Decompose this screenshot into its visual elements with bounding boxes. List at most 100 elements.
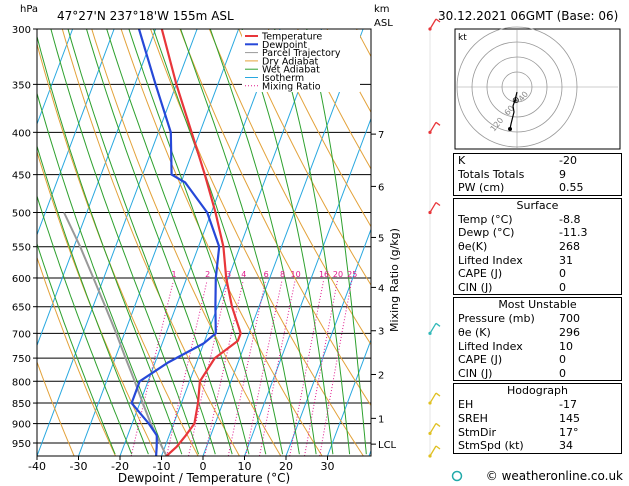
index-row: PW (cm) 0.55	[454, 181, 621, 195]
mixing-ratio-line	[319, 280, 353, 456]
wet-adiabat-line	[67, 29, 216, 455]
pressure-tick-label: 650	[12, 303, 31, 314]
isotherm-line	[202, 29, 364, 456]
wind-barb	[429, 322, 437, 334]
mixing-ratio-label: 25	[347, 270, 357, 279]
x-axis-label: Dewpoint / Temperature (°C)	[118, 471, 290, 485]
surface-row: CAPE (J) 0	[454, 267, 621, 281]
most-unstable-value: 296	[559, 325, 580, 339]
dry-adiabat-line	[37, 256, 116, 456]
hodograph-stat-row: StmSpd (kt) 34	[454, 439, 621, 453]
isotherm-line	[285, 227, 371, 456]
isotherm-line	[244, 117, 371, 456]
pressure-tick-label: 350	[12, 80, 31, 91]
temp-tick-label: -40	[28, 460, 46, 473]
mixing-ratio-line	[289, 280, 324, 456]
pressure-tick-label: 750	[12, 354, 31, 365]
pressure-tick-label: 500	[12, 208, 31, 219]
pressure-tick-label: 800	[12, 377, 31, 388]
datetime-title: 30.12.2021 06GMT (Base: 06)	[438, 9, 618, 23]
legend-item: Temperature	[261, 32, 322, 43]
hodograph-stats-title: Hodograph	[507, 384, 568, 398]
hodograph-kt-label: kt	[458, 33, 467, 43]
mixing-ratio-label: 6	[264, 270, 269, 279]
wind-barb-flag	[435, 201, 441, 206]
hodograph-stat-value: 17°	[559, 425, 579, 439]
wind-barb	[429, 445, 437, 457]
isotherm-line	[119, 29, 281, 456]
indices-panel: K -20 Totals Totals 9 PW (cm) 0.55 Surface Te…	[453, 153, 622, 454]
wet-adiabat-line	[106, 29, 250, 455]
wind-barb-dot	[428, 431, 432, 436]
surface-row: Lifted Index 31	[454, 254, 621, 268]
plot-frame	[36, 28, 372, 457]
wet-adiabat-line	[306, 29, 367, 455]
surface-label: θe(K)	[458, 239, 488, 253]
wind-barb-dot	[428, 130, 432, 134]
mixing-ratio-line	[188, 280, 229, 456]
legend-item: Parcel Trajectory	[262, 48, 341, 59]
isotherm-line	[327, 338, 371, 456]
temperature-line	[160, 29, 242, 456]
dry-adiabat-line	[238, 29, 371, 286]
surface-row: Dewp (°C) -11.3	[454, 226, 621, 240]
mixing-ratio-label: 4	[241, 270, 246, 279]
wet-adiabat-line	[37, 91, 166, 455]
pressure-tick-label: 950	[12, 439, 31, 450]
wet-adiabat-line	[37, 194, 133, 455]
dry-adiabat-line	[208, 29, 371, 346]
mixing-ratio-label: 2	[205, 270, 210, 279]
hpa-label: hPa	[20, 4, 38, 15]
hodograph-stat-value: 34	[559, 439, 573, 453]
wind-barb	[429, 121, 437, 133]
most-unstable-row: CIN (J) 0	[454, 367, 621, 381]
surface-row: θe(K) 268	[454, 240, 621, 254]
altitude-tick-label: 3	[378, 327, 384, 338]
wind-barb	[429, 392, 437, 404]
index-value: -20	[559, 154, 577, 167]
wind-barb-dot	[428, 401, 432, 405]
temp-tick-label: -20	[111, 460, 129, 473]
wet-adiabat-line	[37, 242, 116, 455]
altitude-tick-label: 5	[378, 233, 384, 244]
wind-barb-flag	[435, 18, 441, 23]
pressure-tick-label: 850	[12, 399, 31, 410]
asl-label: ASL	[374, 18, 393, 29]
mixing-ratio-line	[304, 280, 338, 456]
wet-adiabat-line	[50, 29, 200, 455]
surface-box: Surface Temp (°C) -8.8 Dewp (°C) -11.3 θe(K)…	[453, 197, 622, 296]
surface-row: CIN (J) 0	[454, 281, 621, 295]
hodograph-stat-label: SREH	[458, 411, 488, 425]
wind-barb-dot	[428, 27, 432, 31]
wet-adiabat-line	[209, 29, 317, 455]
surface-value: 0	[559, 267, 566, 281]
dry-adiabat-line	[37, 360, 75, 456]
mixing-ratio-label: 1	[172, 270, 177, 279]
isotherm-line	[37, 29, 157, 347]
hodograph-stat-row: SREH 145	[454, 412, 621, 426]
dry-adiabat-line	[120, 29, 323, 456]
wet-adiabat-line	[37, 144, 149, 455]
temp-tick-label: -10	[153, 460, 171, 473]
most-unstable-row: Pressure (mb) 700	[454, 312, 621, 326]
location-title: 47°27'N 237°18'W 155m ASL	[57, 9, 234, 23]
surface-title: Surface	[516, 198, 559, 212]
surface-value: -8.8	[559, 212, 581, 226]
pressure-tick-label: 700	[12, 329, 31, 340]
parcel-trajectory-line	[63, 212, 168, 456]
altitude-tick-label: 1	[378, 414, 384, 425]
wind-barb	[429, 202, 437, 213]
mixing-ratio-axis-label: Mixing Ratio (g/kg)	[388, 228, 401, 332]
pressure-tick-label: 300	[12, 25, 31, 36]
isotherm-line	[78, 29, 240, 456]
index-label: K	[458, 154, 466, 167]
hodograph-stat-label: EH	[458, 398, 474, 412]
temp-tick-label: 20	[279, 460, 293, 473]
wet-adiabat-line	[37, 34, 183, 455]
wind-barb	[429, 423, 437, 434]
dry-adiabat-line	[297, 29, 371, 170]
surface-value: 31	[559, 253, 573, 267]
pressure-tick-label: 900	[12, 420, 31, 431]
surface-value: 268	[559, 239, 580, 253]
